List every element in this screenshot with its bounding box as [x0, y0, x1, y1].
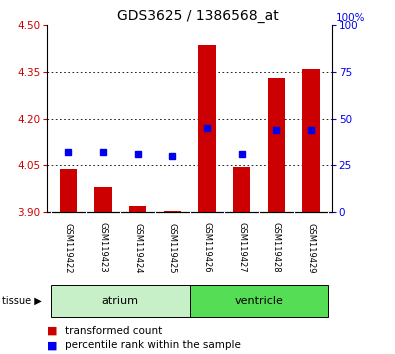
Text: GSM119422: GSM119422 — [64, 223, 73, 273]
Bar — [198, 45, 216, 212]
Text: GSM119429: GSM119429 — [307, 223, 316, 273]
Bar — [51, 285, 190, 317]
Bar — [60, 169, 77, 212]
Bar — [268, 78, 285, 212]
Bar — [94, 187, 111, 212]
Text: ■: ■ — [47, 340, 58, 350]
Text: GSM119427: GSM119427 — [237, 222, 246, 273]
Text: transformed count: transformed count — [65, 326, 162, 336]
Text: ventricle: ventricle — [235, 296, 283, 306]
Text: 100%: 100% — [336, 13, 365, 23]
Bar — [233, 167, 250, 212]
Text: atrium: atrium — [102, 296, 139, 306]
Text: percentile rank within the sample: percentile rank within the sample — [65, 340, 241, 350]
Text: tissue ▶: tissue ▶ — [2, 296, 42, 306]
Bar — [190, 285, 328, 317]
Text: ■: ■ — [47, 326, 58, 336]
Bar — [164, 211, 181, 212]
Text: GSM119425: GSM119425 — [168, 223, 177, 273]
Bar — [129, 206, 146, 212]
Bar — [302, 69, 320, 212]
Text: GSM119423: GSM119423 — [98, 222, 107, 273]
Text: GDS3625 / 1386568_at: GDS3625 / 1386568_at — [117, 9, 278, 23]
Text: GSM119424: GSM119424 — [133, 223, 142, 273]
Text: GSM119426: GSM119426 — [203, 222, 211, 273]
Text: GSM119428: GSM119428 — [272, 222, 281, 273]
